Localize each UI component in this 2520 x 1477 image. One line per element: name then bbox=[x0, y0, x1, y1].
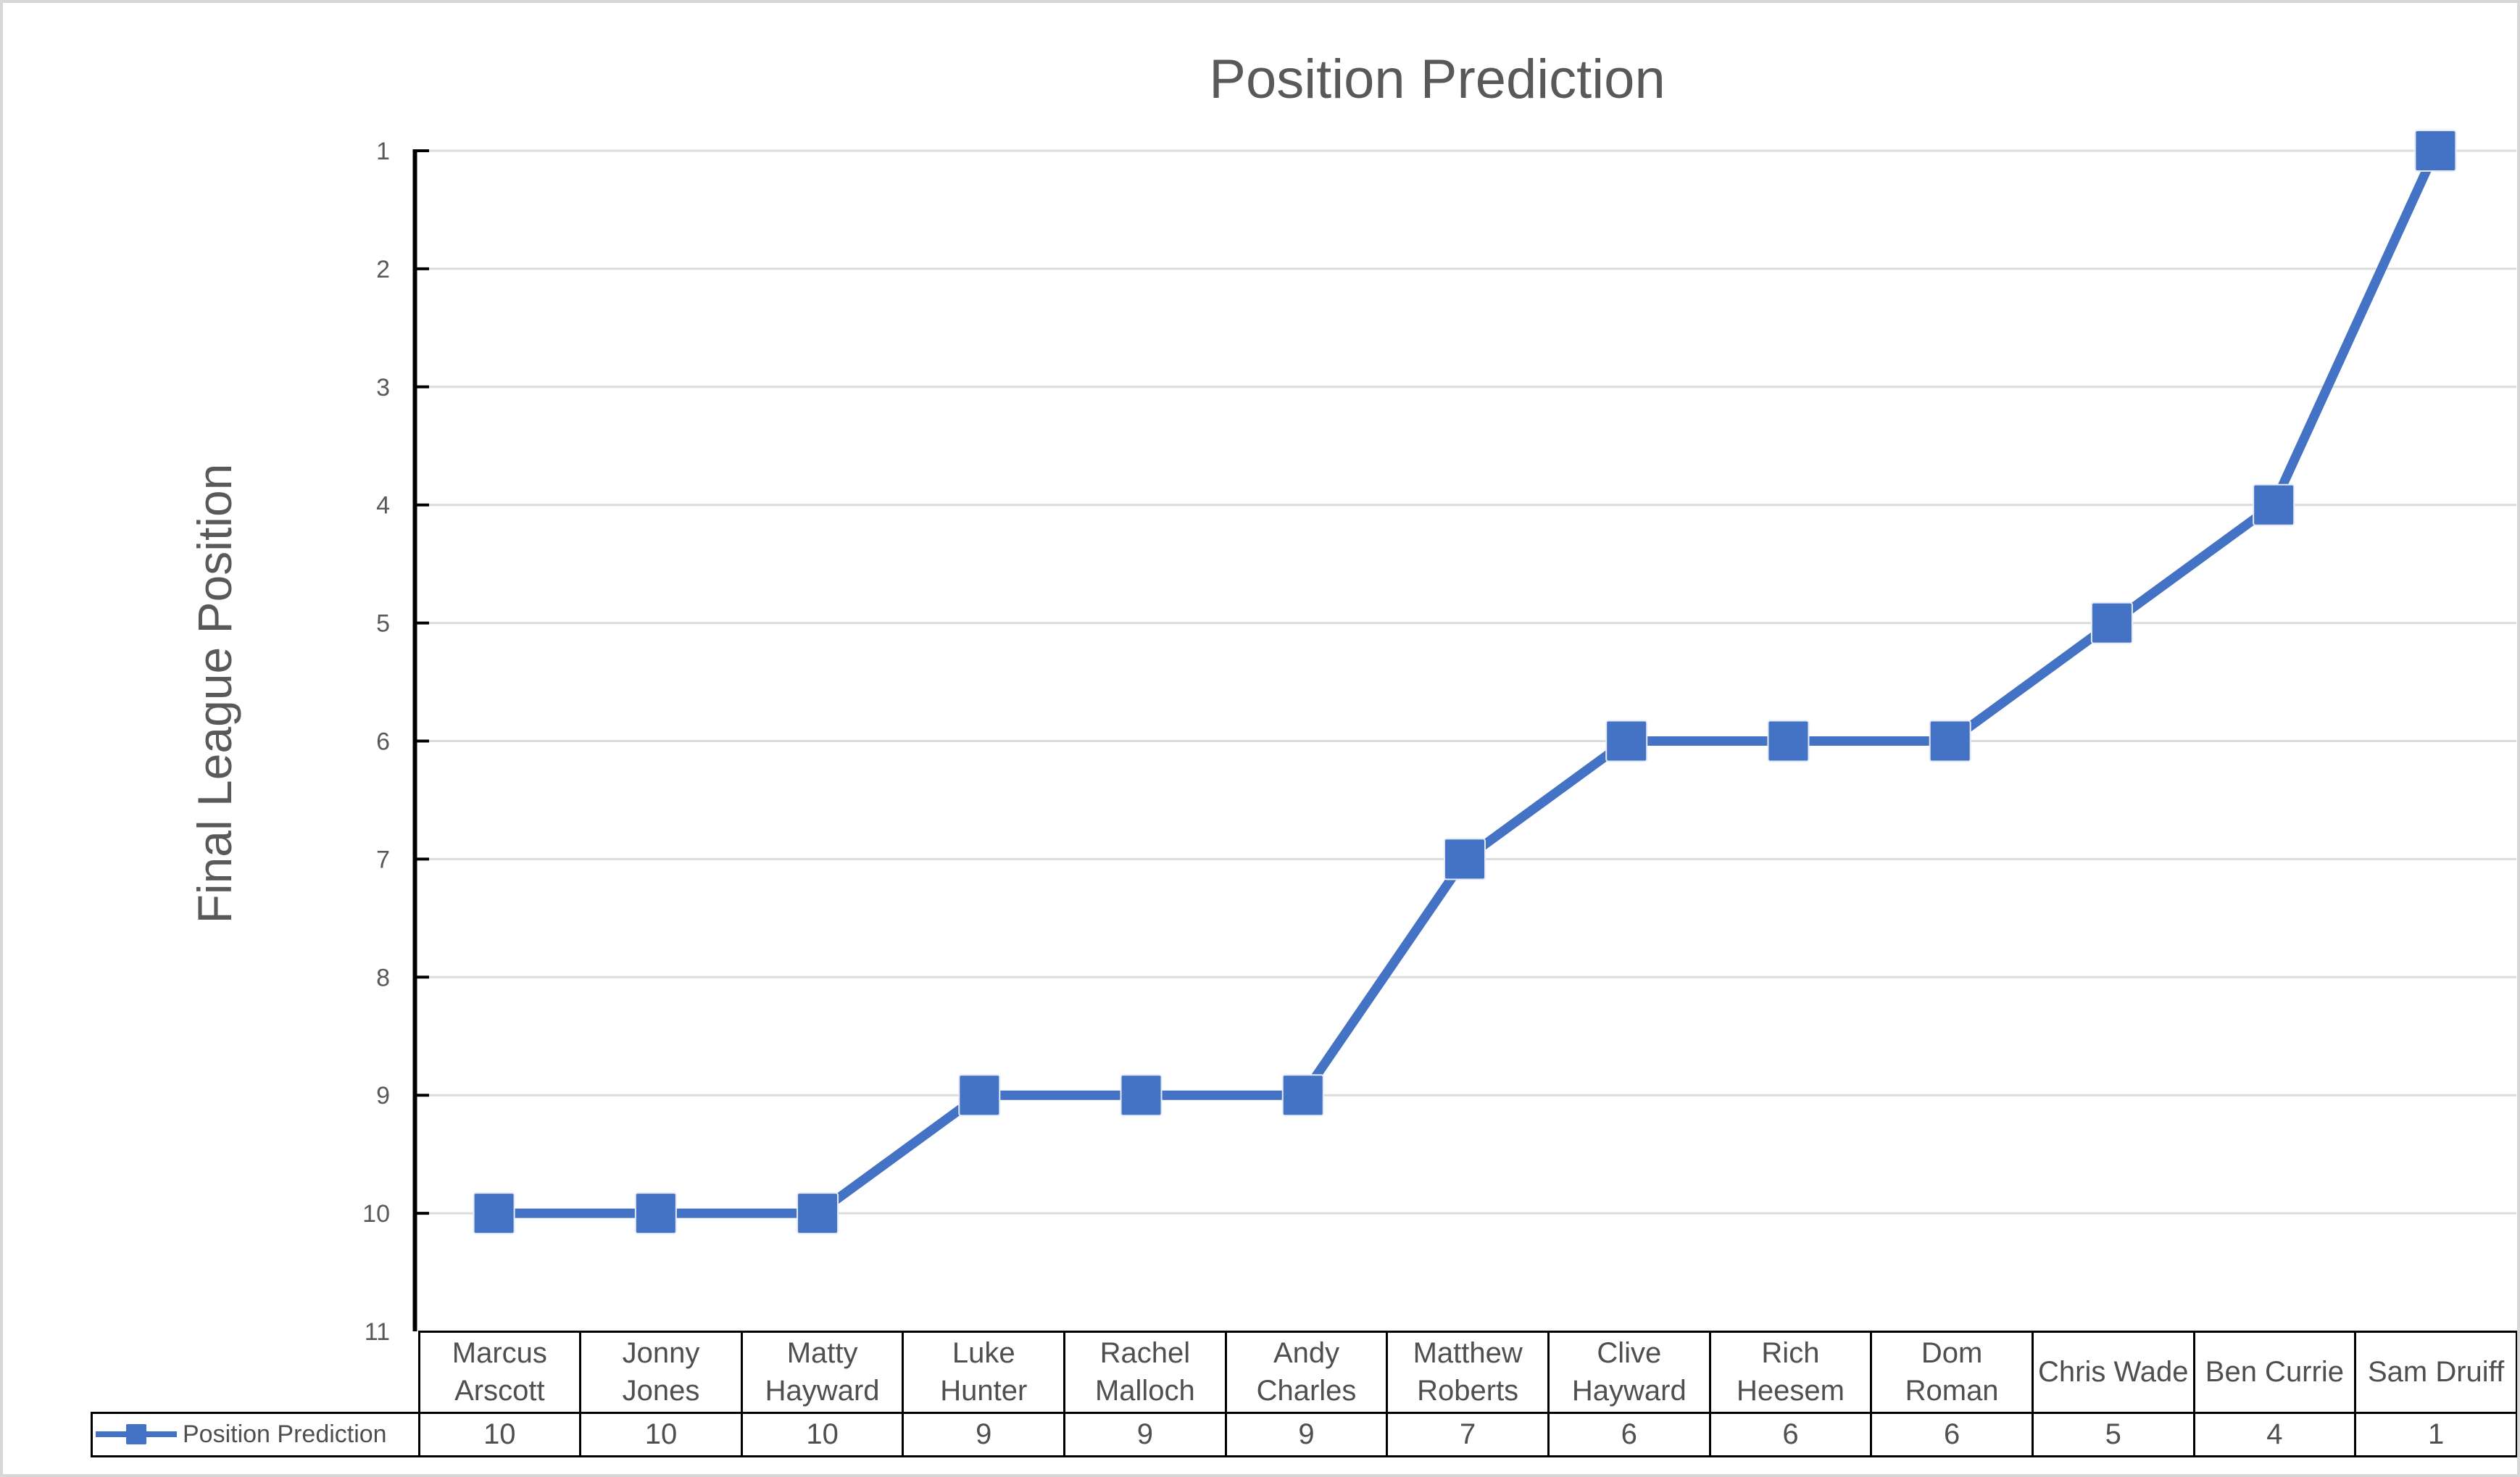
series-marker bbox=[2090, 602, 2133, 644]
series-marker bbox=[797, 1192, 839, 1235]
category-name-cell: Andy Charles bbox=[1224, 1331, 1389, 1414]
series-value-cell: 9 bbox=[1063, 1412, 1227, 1457]
series-marker bbox=[1605, 720, 1648, 762]
chart-title: Position Prediction bbox=[1209, 49, 1666, 110]
series-value-cell: 4 bbox=[2192, 1412, 2357, 1457]
table-corner-spacer bbox=[92, 1332, 420, 1413]
series-value-cell: 7 bbox=[1386, 1412, 1550, 1457]
category-name-cell: Sam Druiff bbox=[2354, 1331, 2517, 1414]
series-marker bbox=[473, 1192, 515, 1235]
category-name-cell: Dom Roman bbox=[1870, 1331, 2034, 1414]
category-name-cell: Jonny Jones bbox=[579, 1331, 743, 1414]
legend-series-label: Position Prediction bbox=[183, 1420, 387, 1448]
series-values-row: Position Prediction 10 10 10 9 9 9 7 6 6 6 5 4 1 bbox=[91, 1412, 2517, 1457]
y-tick-label: 1 bbox=[376, 138, 390, 165]
series-marker bbox=[1767, 720, 1810, 762]
category-names-row: Marcus Arscott Jonny Jones Matty Hayward Lu… bbox=[92, 1331, 2517, 1414]
series-line bbox=[489, 146, 2440, 1218]
series-value-cell: 10 bbox=[417, 1412, 582, 1457]
category-name-cell: Marcus Arscott bbox=[417, 1331, 582, 1414]
category-name-cell: Chris Wade bbox=[2031, 1331, 2195, 1414]
y-tick-label: 10 bbox=[362, 1200, 390, 1228]
chart-data-table: Marcus Arscott Jonny Jones Matty Hayward Lu… bbox=[91, 1331, 2517, 1457]
series-value-cell: 9 bbox=[1224, 1412, 1389, 1457]
y-tick-label: 5 bbox=[376, 610, 390, 638]
series-marker bbox=[1444, 838, 1486, 881]
series-marker bbox=[634, 1192, 677, 1235]
series-value-cell: 10 bbox=[740, 1412, 905, 1457]
y-tick-label: 11 bbox=[365, 1318, 390, 1346]
series-value-cell: 10 bbox=[579, 1412, 743, 1457]
y-tick-label: 3 bbox=[376, 374, 390, 402]
legend-series-marker-icon bbox=[96, 1424, 177, 1445]
category-name-cell: Rachel Malloch bbox=[1063, 1331, 1227, 1414]
category-name-cell: Clive Hayward bbox=[1547, 1331, 1711, 1414]
category-name-cell: Matty Hayward bbox=[740, 1331, 905, 1414]
legend-key-cell: Position Prediction bbox=[91, 1412, 420, 1457]
series-marker bbox=[2253, 483, 2295, 526]
plot-area: 1 2 3 4 5 6 7 8 9 10 11 bbox=[362, 130, 2516, 1346]
y-tick-label: 2 bbox=[376, 256, 390, 283]
category-name-cell: Matthew Roberts bbox=[1386, 1331, 1550, 1414]
y-tick-label: 7 bbox=[376, 846, 390, 873]
series-marker bbox=[2414, 130, 2457, 172]
category-name-cell: Rich Heesem bbox=[1708, 1331, 1873, 1414]
series-value-cell: 6 bbox=[1870, 1412, 2034, 1457]
y-tick-label: 4 bbox=[376, 492, 390, 520]
series-marker bbox=[1120, 1074, 1163, 1117]
y-tick-label: 6 bbox=[376, 728, 390, 756]
series-marker bbox=[958, 1074, 1001, 1117]
series-value-cell: 6 bbox=[1547, 1412, 1711, 1457]
y-tick-label: 9 bbox=[376, 1082, 390, 1110]
series-marker bbox=[1929, 720, 1971, 762]
series-value-cell: 1 bbox=[2354, 1412, 2517, 1457]
series-value-cell: 9 bbox=[902, 1412, 1066, 1457]
series-value-cell: 6 bbox=[1708, 1412, 1873, 1457]
series-marker bbox=[1281, 1074, 1324, 1117]
series-value-cell: 5 bbox=[2031, 1412, 2195, 1457]
category-name-cell: Ben Currie bbox=[2192, 1331, 2357, 1414]
y-tick-label: 8 bbox=[376, 964, 390, 991]
category-name-cell: Luke Hunter bbox=[902, 1331, 1066, 1414]
